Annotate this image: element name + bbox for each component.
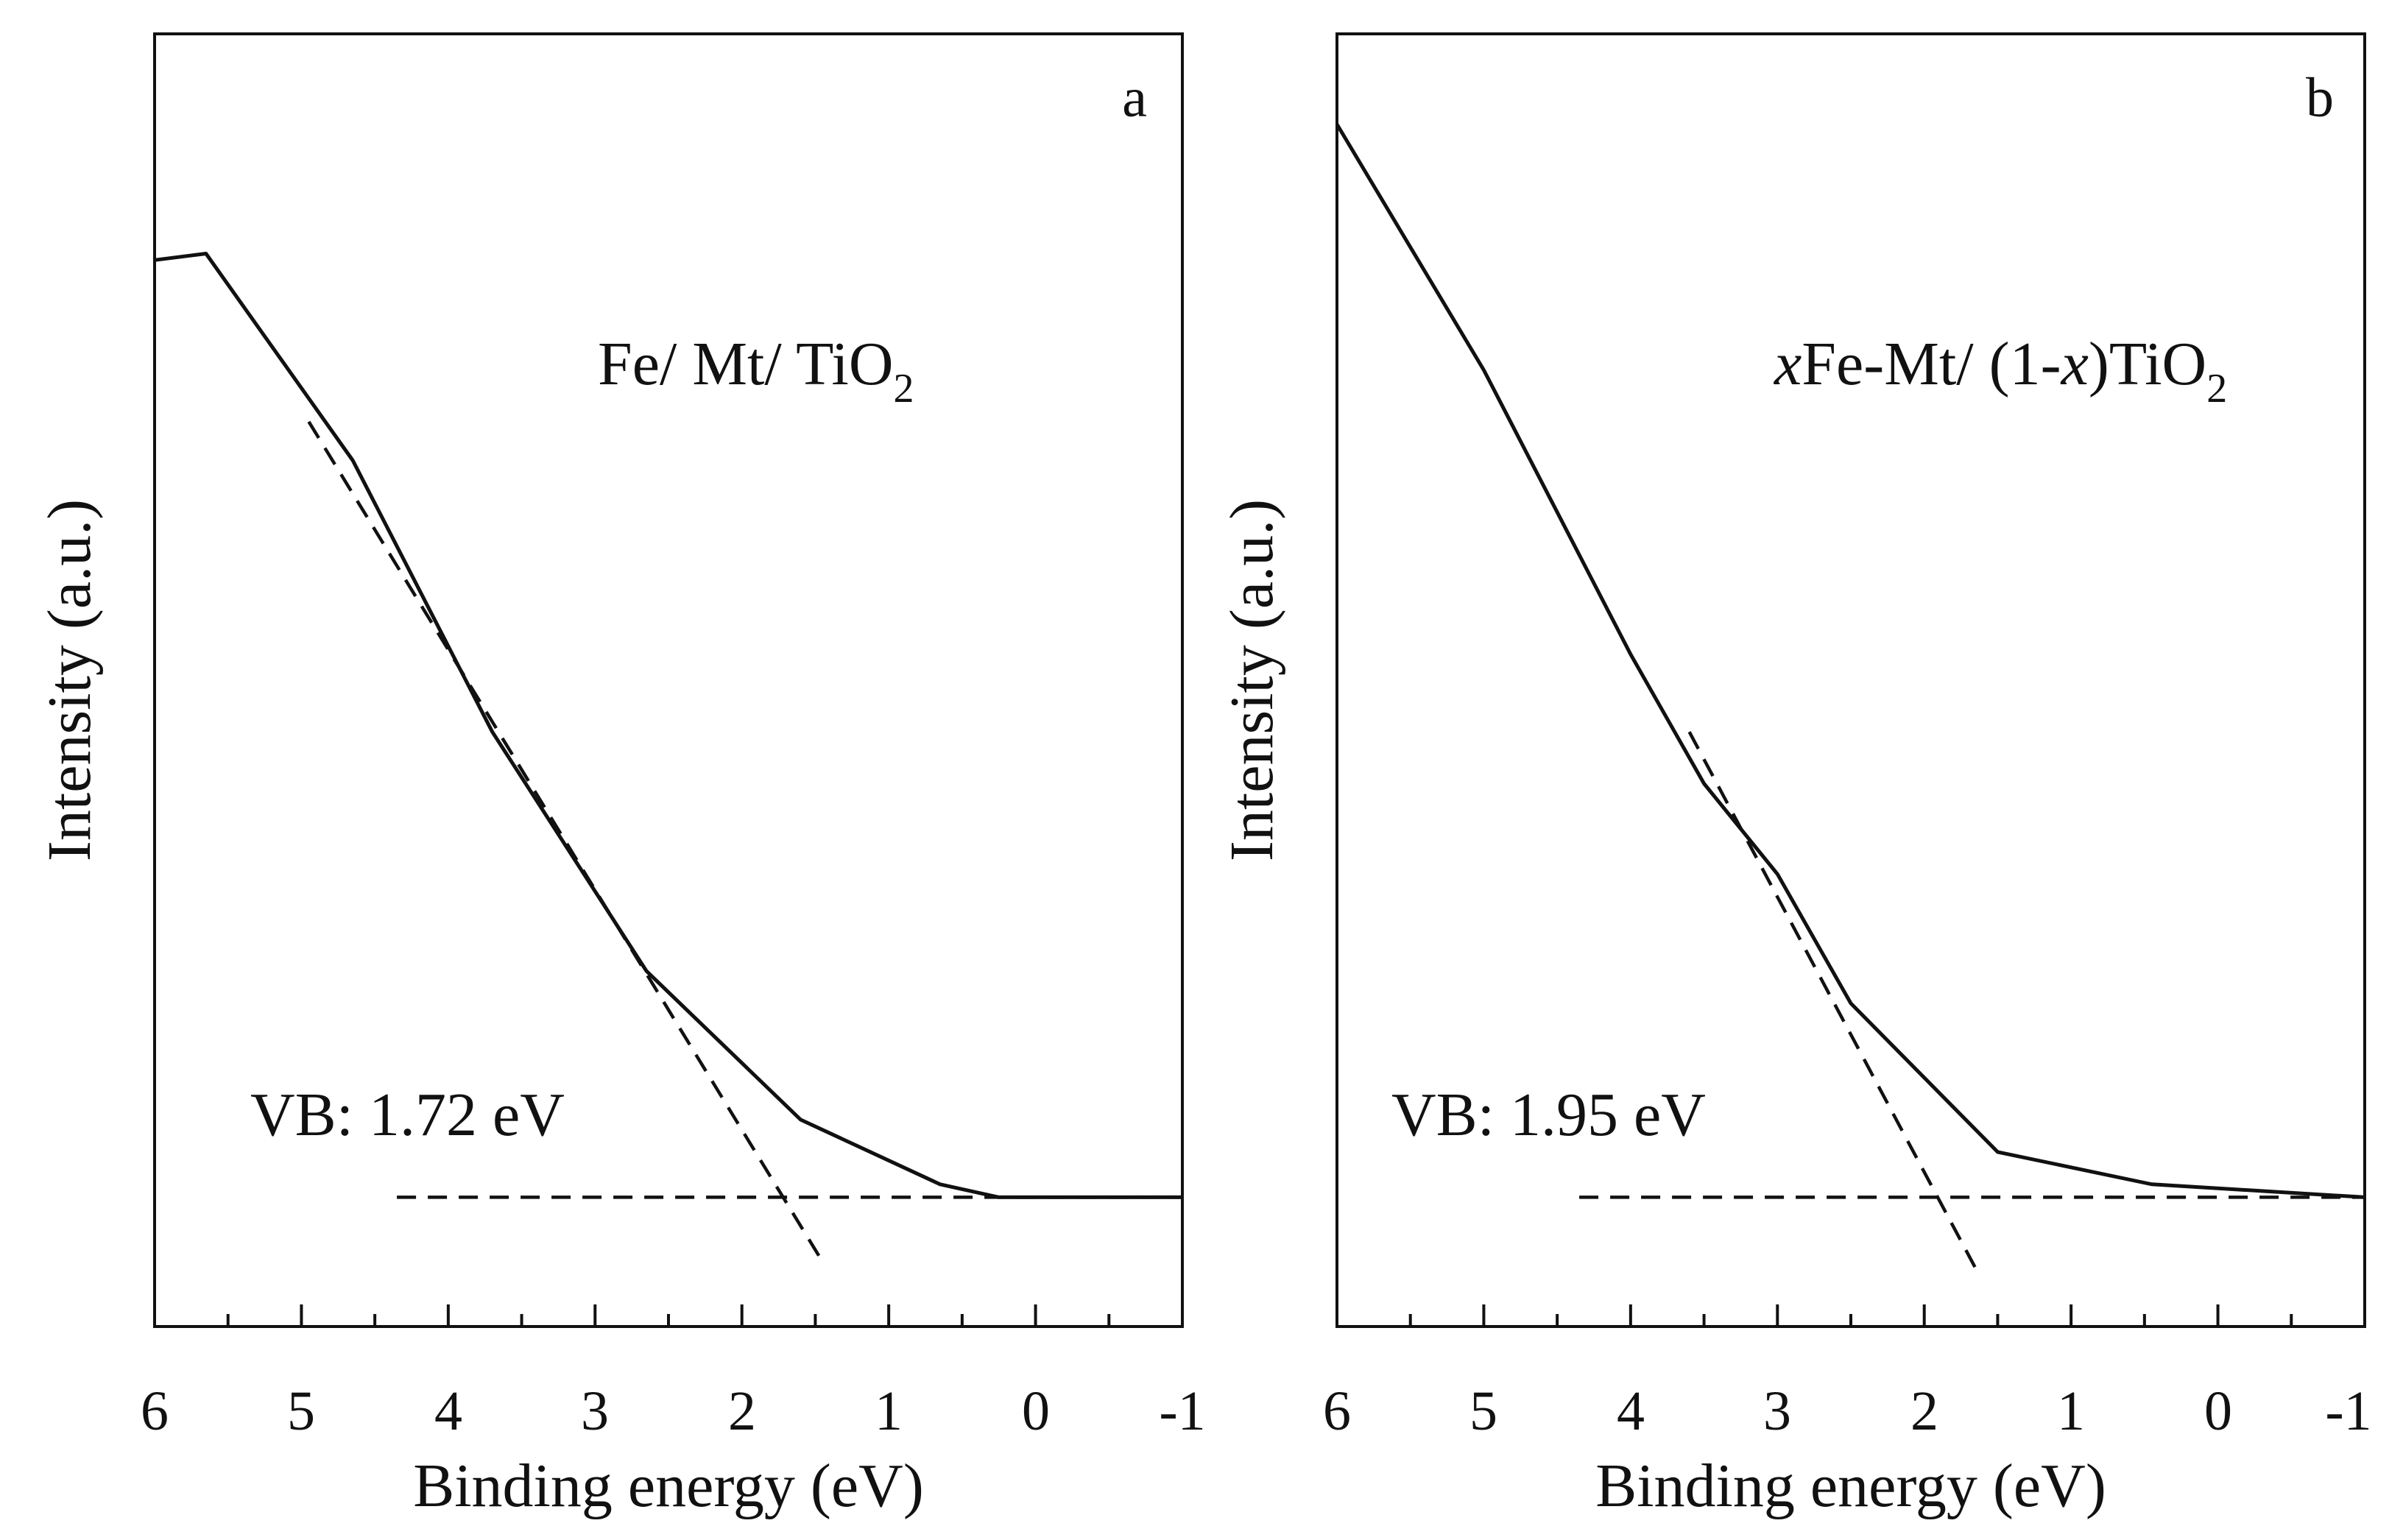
- sample-name-b-subscript: 2: [2206, 366, 2227, 412]
- x-tick-label: 6: [141, 1380, 169, 1442]
- sample-name-b: xFe-Mt/ (1-x)TiO2: [1773, 330, 2227, 412]
- x-tick-label: 1: [875, 1380, 903, 1442]
- x-tick-label: 4: [434, 1380, 462, 1442]
- x-axis-label-a: Binding energy (eV): [413, 1452, 924, 1520]
- x-tick-label: -1: [2325, 1380, 2371, 1442]
- vb-annotation-a: VB: 1.72 eV: [250, 1081, 565, 1149]
- x-tick-label: 5: [1469, 1380, 1497, 1442]
- plot-data-a: [154, 252, 1182, 1263]
- x-tick-label: 0: [1022, 1380, 1050, 1442]
- x-tick-label: 3: [1763, 1380, 1791, 1442]
- sample-name-b-main: Fe-Mt/ (1-: [1802, 330, 2061, 398]
- extrapolation-dashed-line-b: [1687, 731, 1977, 1270]
- spectrum-line-a: [154, 252, 1182, 1199]
- panel-label-a: a: [1122, 67, 1147, 129]
- x-tick-label: -1: [1159, 1380, 1205, 1442]
- x-tick-label: 1: [2057, 1380, 2085, 1442]
- x-axis-label-b: Binding energy (eV): [1595, 1452, 2106, 1520]
- x-tick-label: 2: [728, 1380, 756, 1442]
- x-tick-label: 6: [1323, 1380, 1351, 1442]
- sample-name-b-prefix: x: [1773, 330, 1802, 398]
- sample-name-b-suffix: )TiO: [2089, 330, 2206, 398]
- chart-panel-b: 6 5 4 3 2 1 0 -1 Binding energy (eV) Int…: [1218, 32, 2372, 1520]
- x-tick-label: 3: [581, 1380, 609, 1442]
- extrapolation-dashed-line-a: [307, 420, 825, 1263]
- x-tick-label: 4: [1617, 1380, 1645, 1442]
- sample-name-a-main: Fe/ Mt/ TiO: [598, 330, 894, 398]
- x-ticks-a: [153, 1304, 1184, 1327]
- x-ticks-b: [1335, 1304, 2366, 1327]
- sample-name-b-italic: x: [2060, 330, 2089, 398]
- y-axis-label-b: Intensity (a.u.): [1218, 499, 1286, 861]
- plot-data-b: [1335, 123, 2365, 1270]
- x-tick-label: 0: [2204, 1380, 2232, 1442]
- vb-annotation-b: VB: 1.95 eV: [1391, 1081, 1706, 1149]
- spectrum-line-b: [1335, 123, 2365, 1199]
- sample-name-a: Fe/ Mt/ TiO2: [598, 330, 914, 412]
- x-tick-label: 5: [287, 1380, 315, 1442]
- x-tick-label: 2: [1910, 1380, 1938, 1442]
- panel-label-b: b: [2306, 67, 2334, 129]
- y-axis-label-a: Intensity (a.u.): [35, 499, 104, 861]
- chart-panel-a: 6 5 4 3 2 1 0 -1 Binding energy (eV) Int…: [35, 32, 1206, 1520]
- sample-name-a-subscript: 2: [894, 366, 914, 412]
